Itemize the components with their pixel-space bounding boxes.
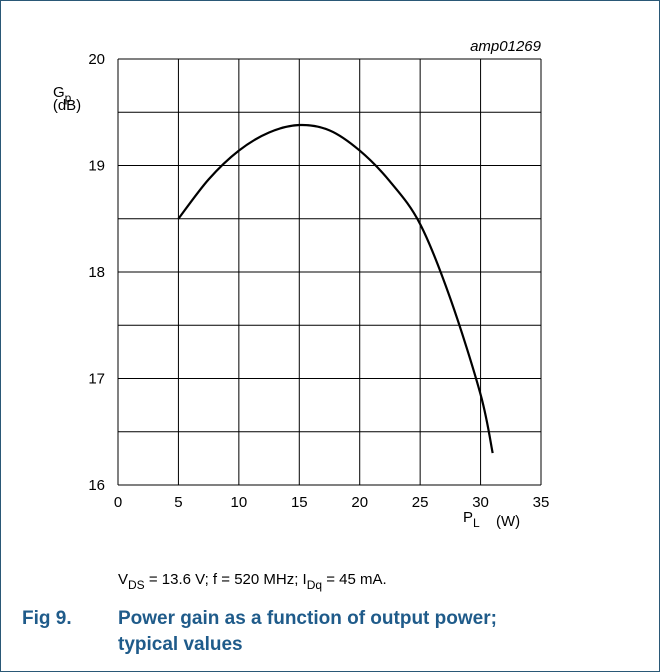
x-tick-label: 0	[114, 494, 122, 511]
xlabel-unit: (W)	[496, 513, 520, 530]
ylabel-unit: (dB)	[53, 97, 81, 114]
x-tick-label: 10	[231, 494, 248, 511]
ylabel-sub: p	[65, 91, 72, 105]
y-tick-label: 16	[88, 477, 105, 494]
note-part: DS	[128, 578, 145, 592]
note-part: V	[118, 571, 128, 588]
y-tick-label: 19	[88, 158, 105, 175]
caption-text: typical values	[118, 634, 243, 655]
note-part: = 13.6 V; f = 520 MHz; I	[145, 571, 307, 588]
figure-code: amp01269	[470, 38, 542, 55]
ylabel-main: G	[53, 84, 65, 101]
x-tick-label: 25	[412, 494, 429, 511]
xlabel-main: P	[463, 509, 473, 526]
x-tick-label: 20	[351, 494, 368, 511]
line	[177, 123, 494, 454]
caption-text: Power gain as a function of output power…	[118, 608, 497, 629]
conditions-note: VDS = 13.6 V; f = 520 MHz; IDq = 45 mA.	[118, 571, 387, 592]
x-tick-label: 5	[174, 494, 182, 511]
ylabel-label: Gp	[53, 84, 72, 105]
y-tick-label: 18	[88, 264, 105, 281]
y-tick-label: 20	[88, 51, 105, 68]
x-tick-label: 35	[533, 494, 550, 511]
xlabel-sub: L	[473, 516, 480, 530]
x-tick-label: 15	[291, 494, 308, 511]
x-tick-label: 30	[472, 494, 489, 511]
xlabel-label: PL	[463, 509, 480, 530]
y-tick-label: 17	[88, 371, 105, 388]
caption-label: Fig 9.	[22, 608, 72, 629]
note-part: Dq	[307, 578, 322, 592]
note-part: = 45 mA.	[322, 571, 387, 588]
